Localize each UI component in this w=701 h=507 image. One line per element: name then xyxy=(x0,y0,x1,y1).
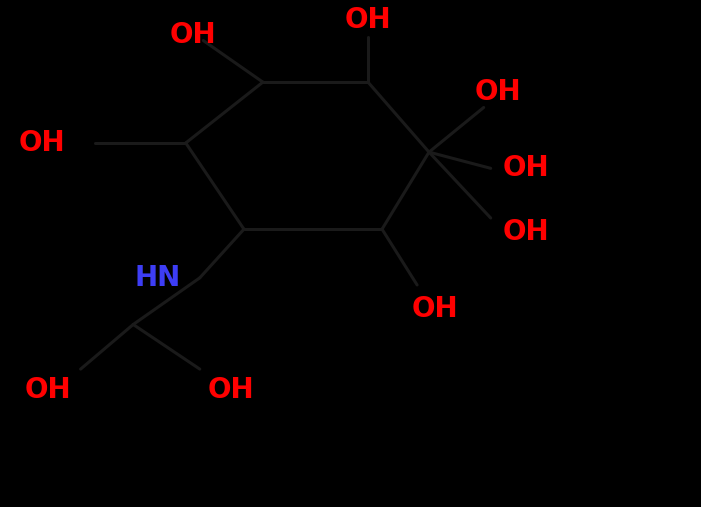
Text: OH: OH xyxy=(503,218,549,246)
Text: HN: HN xyxy=(135,264,181,292)
Text: OH: OH xyxy=(345,6,391,34)
Text: OH: OH xyxy=(19,129,65,157)
Text: OH: OH xyxy=(25,376,71,405)
Text: OH: OH xyxy=(170,21,216,50)
Text: OH: OH xyxy=(503,154,549,183)
Text: OH: OH xyxy=(411,295,458,323)
Text: OH: OH xyxy=(208,376,254,405)
Text: OH: OH xyxy=(475,78,521,106)
